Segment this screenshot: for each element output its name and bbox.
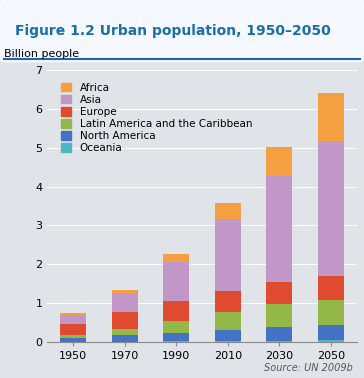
- Bar: [215, 219, 241, 291]
- FancyBboxPatch shape: [0, 0, 364, 62]
- Bar: [215, 203, 241, 219]
- Bar: [163, 254, 189, 262]
- Bar: [163, 333, 189, 341]
- Bar: [266, 341, 292, 342]
- Bar: [318, 341, 344, 342]
- Bar: [318, 325, 344, 341]
- Bar: [215, 330, 241, 341]
- Text: Source: UN 2009b: Source: UN 2009b: [264, 364, 353, 373]
- Bar: [112, 293, 138, 312]
- Bar: [60, 314, 86, 324]
- Bar: [318, 276, 344, 299]
- Bar: [215, 341, 241, 342]
- Bar: [266, 304, 292, 327]
- Bar: [215, 312, 241, 330]
- Bar: [266, 177, 292, 282]
- Bar: [112, 312, 138, 328]
- Bar: [60, 324, 86, 335]
- Bar: [318, 141, 344, 276]
- Bar: [112, 335, 138, 342]
- Bar: [163, 262, 189, 301]
- Legend: Africa, Asia, Europe, Latin America and the Caribbean, North America, Oceania: Africa, Asia, Europe, Latin America and …: [59, 81, 254, 155]
- Bar: [266, 147, 292, 177]
- Bar: [112, 328, 138, 335]
- Bar: [60, 313, 86, 314]
- Bar: [163, 321, 189, 333]
- Bar: [318, 93, 344, 141]
- Bar: [163, 341, 189, 342]
- Bar: [60, 338, 86, 342]
- Bar: [60, 335, 86, 338]
- Bar: [112, 290, 138, 293]
- Bar: [266, 282, 292, 304]
- Bar: [163, 301, 189, 321]
- Bar: [215, 291, 241, 312]
- Bar: [266, 327, 292, 341]
- Text: Figure 1.2 Urban population, 1950–2050: Figure 1.2 Urban population, 1950–2050: [15, 24, 330, 39]
- Text: Billion people: Billion people: [4, 49, 79, 59]
- Bar: [318, 299, 344, 325]
